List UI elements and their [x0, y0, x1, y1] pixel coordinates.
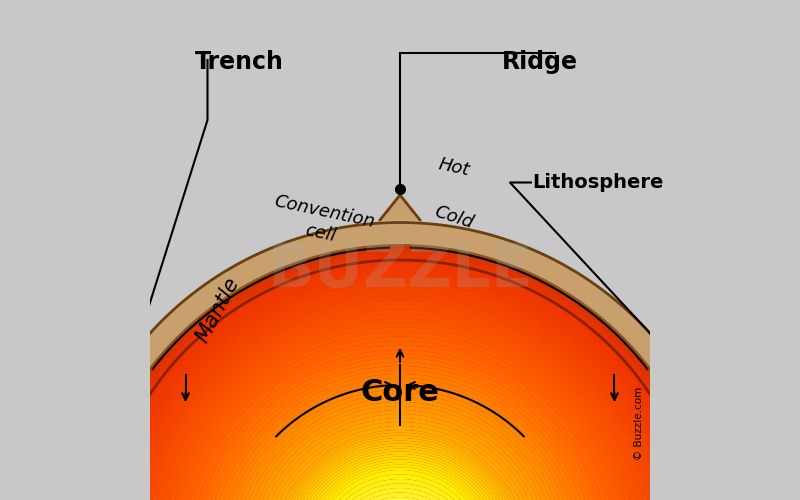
Polygon shape	[186, 346, 614, 500]
Polygon shape	[218, 378, 582, 500]
Polygon shape	[258, 418, 542, 500]
Polygon shape	[333, 492, 467, 500]
Polygon shape	[289, 448, 511, 500]
Polygon shape	[210, 370, 590, 500]
Polygon shape	[214, 374, 586, 500]
Polygon shape	[141, 300, 659, 500]
Polygon shape	[94, 254, 706, 500]
Text: Convention
cell: Convention cell	[268, 192, 377, 253]
Polygon shape	[181, 341, 619, 500]
Polygon shape	[328, 488, 472, 500]
Polygon shape	[286, 446, 514, 500]
Polygon shape	[266, 426, 534, 500]
Polygon shape	[278, 438, 522, 500]
Polygon shape	[97, 257, 703, 500]
Polygon shape	[238, 398, 562, 500]
Polygon shape	[254, 414, 546, 500]
Polygon shape	[323, 484, 477, 500]
Polygon shape	[167, 328, 633, 500]
Text: BUZZLE: BUZZLE	[267, 240, 533, 300]
Polygon shape	[62, 222, 738, 500]
Polygon shape	[262, 422, 538, 500]
Polygon shape	[194, 354, 606, 500]
Polygon shape	[114, 274, 686, 500]
Polygon shape	[319, 479, 481, 500]
Text: © Buzzle.com: © Buzzle.com	[634, 387, 644, 460]
Polygon shape	[105, 264, 695, 500]
Polygon shape	[62, 222, 738, 500]
Polygon shape	[206, 366, 594, 500]
Polygon shape	[131, 292, 669, 500]
Polygon shape	[302, 462, 498, 500]
Polygon shape	[291, 452, 509, 500]
Polygon shape	[314, 474, 486, 500]
Polygon shape	[190, 350, 610, 500]
Polygon shape	[222, 382, 578, 500]
Polygon shape	[294, 454, 506, 500]
Polygon shape	[158, 318, 642, 500]
Polygon shape	[202, 362, 598, 500]
Text: Trench: Trench	[195, 50, 284, 74]
Polygon shape	[283, 444, 517, 500]
Polygon shape	[242, 402, 558, 500]
Text: Core: Core	[361, 378, 439, 407]
Polygon shape	[118, 278, 682, 500]
Polygon shape	[250, 410, 550, 500]
Polygon shape	[246, 406, 554, 500]
Text: Ridge: Ridge	[502, 50, 578, 74]
Polygon shape	[380, 195, 420, 220]
Polygon shape	[150, 310, 650, 500]
Polygon shape	[234, 394, 566, 500]
Polygon shape	[275, 436, 525, 500]
Polygon shape	[305, 464, 495, 500]
Text: Hot: Hot	[437, 156, 471, 180]
Polygon shape	[337, 497, 463, 500]
Polygon shape	[91, 251, 709, 500]
Polygon shape	[88, 248, 712, 500]
Text: Cold: Cold	[432, 203, 476, 232]
Polygon shape	[699, 412, 746, 500]
Polygon shape	[54, 412, 101, 500]
Polygon shape	[109, 269, 691, 500]
Polygon shape	[226, 386, 574, 500]
Polygon shape	[198, 358, 602, 500]
Text: Mantle: Mantle	[192, 274, 243, 346]
Polygon shape	[270, 430, 530, 500]
Polygon shape	[310, 470, 490, 500]
Polygon shape	[230, 390, 570, 500]
Polygon shape	[154, 314, 646, 500]
Text: Lithosphere: Lithosphere	[533, 173, 664, 192]
Polygon shape	[145, 305, 655, 500]
Polygon shape	[136, 296, 664, 500]
Polygon shape	[281, 440, 519, 500]
Polygon shape	[307, 468, 493, 500]
Polygon shape	[273, 432, 527, 500]
Polygon shape	[172, 332, 628, 500]
Polygon shape	[100, 260, 700, 500]
Polygon shape	[127, 287, 673, 500]
Polygon shape	[122, 282, 678, 500]
Polygon shape	[297, 456, 503, 500]
Polygon shape	[299, 460, 501, 500]
Polygon shape	[85, 245, 715, 500]
Polygon shape	[163, 323, 637, 500]
Polygon shape	[177, 336, 623, 500]
